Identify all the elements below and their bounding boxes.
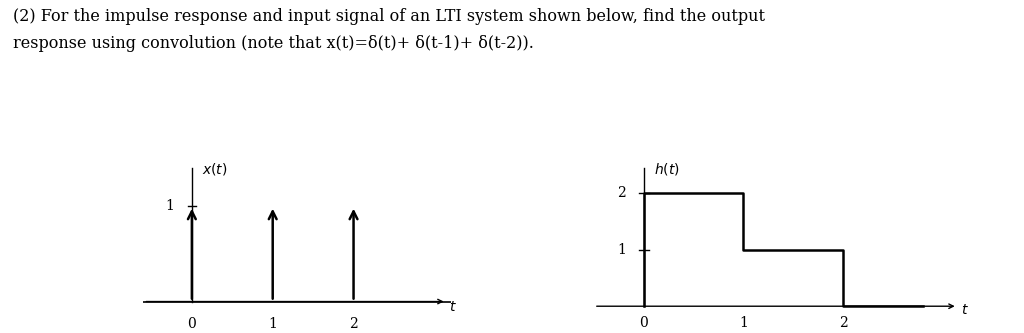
Text: response using convolution (note that x(t)=δ(t)+ δ(t-1)+ δ(t-2)).: response using convolution (note that x(…	[13, 35, 535, 52]
Text: 1: 1	[739, 316, 748, 330]
Text: 1: 1	[616, 242, 626, 256]
Text: $t$: $t$	[449, 300, 457, 314]
Text: $x(t)$: $x(t)$	[202, 161, 227, 176]
Text: $t$: $t$	[961, 303, 969, 317]
Text: 1: 1	[268, 317, 278, 331]
Text: 0: 0	[187, 317, 197, 331]
Text: (2) For the impulse response and input signal of an LTI system shown below, find: (2) For the impulse response and input s…	[13, 8, 765, 25]
Text: 2: 2	[349, 317, 358, 331]
Text: 2: 2	[839, 316, 848, 330]
Text: 0: 0	[639, 316, 648, 330]
Text: $h(t)$: $h(t)$	[653, 161, 680, 177]
Text: 1: 1	[165, 199, 174, 213]
Text: 2: 2	[617, 186, 626, 200]
